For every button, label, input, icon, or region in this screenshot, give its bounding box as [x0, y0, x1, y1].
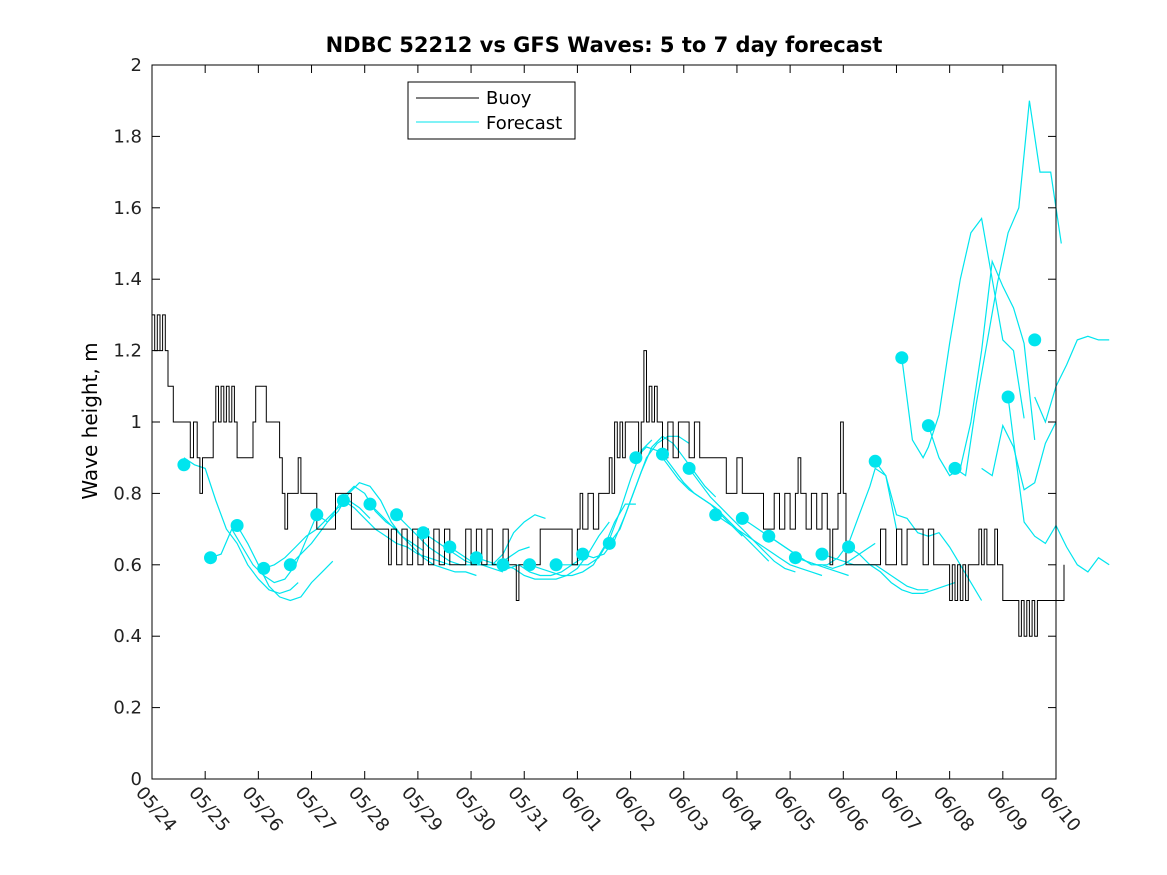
- forecast-run-line: [662, 453, 770, 562]
- x-tick-label: 05/25: [184, 783, 233, 836]
- x-tick-label: 06/01: [557, 783, 606, 836]
- forecast-marker: [257, 561, 271, 575]
- forecast-marker: [283, 558, 297, 572]
- forecast-run-line: [236, 525, 334, 602]
- forecast-marker: [523, 558, 537, 572]
- forecast-run-line: [927, 259, 1036, 477]
- forecast-markers: [177, 333, 1042, 575]
- x-tick-label: 06/04: [716, 783, 765, 836]
- forecast-marker: [363, 497, 377, 511]
- x-tick-label: 05/31: [503, 783, 552, 836]
- legend-box: [407, 81, 576, 140]
- x-tick-label: 05/24: [131, 783, 180, 836]
- forecast-marker: [204, 551, 217, 565]
- y-tick-label: 0.4: [113, 626, 142, 647]
- legend-forecast-label: Forecast: [486, 113, 562, 134]
- plot-area: [151, 64, 1110, 780]
- x-tick-label: 05/28: [344, 783, 393, 836]
- legend: Buoy Forecast: [407, 81, 576, 140]
- legend-buoy-label: Buoy: [486, 88, 532, 109]
- x-tick-label: 06/05: [769, 783, 818, 836]
- forecast-run-line: [183, 457, 299, 595]
- chart-title: NDBC 52212 vs GFS Waves: 5 to 7 day fore…: [326, 33, 883, 57]
- forecast-run-line: [316, 482, 424, 551]
- forecast-marker: [336, 494, 350, 507]
- forecast-marker: [895, 351, 909, 365]
- forecast-marker: [921, 419, 935, 433]
- forecast-marker: [469, 551, 483, 565]
- y-tick-label: 1.4: [113, 269, 142, 290]
- forecast-marker: [629, 451, 643, 465]
- plot-background: [152, 65, 1056, 779]
- forecast-marker: [177, 458, 191, 472]
- forecast-run-line: [901, 217, 1025, 459]
- y-tick-label: 1.6: [113, 198, 142, 219]
- forecast-run-line: [635, 446, 743, 537]
- y-tick-label: 0: [131, 769, 142, 790]
- forecast-run-line: [502, 521, 610, 580]
- forecast-marker: [709, 508, 723, 522]
- forecast-marker: [868, 454, 882, 468]
- forecast-run-line: [848, 546, 956, 595]
- forecast-run-line: [715, 514, 823, 577]
- y-tick-label: 0.8: [113, 483, 142, 504]
- y-tick-label: 1.8: [113, 126, 142, 147]
- x-tick-label: 06/02: [610, 783, 659, 836]
- forecast-run-line: [954, 100, 1062, 477]
- y-tick-label: 0.6: [113, 555, 142, 576]
- x-tick-label: 06/07: [876, 783, 925, 836]
- y-tick-label: 2: [131, 55, 142, 76]
- forecast-marker: [1028, 333, 1042, 347]
- forecast-marker: [602, 536, 616, 550]
- y-tick-label: 0.2: [113, 698, 142, 719]
- forecast-run-line: [981, 421, 1057, 491]
- x-tick-label: 06/06: [822, 783, 871, 836]
- forecast-marker: [390, 508, 404, 522]
- forecast-marker: [230, 519, 244, 532]
- buoy-line: [152, 314, 1065, 637]
- forecast-marker: [656, 447, 669, 461]
- x-tick-label: 06/09: [982, 783, 1031, 836]
- x-tick-label: 05/27: [291, 783, 340, 836]
- forecast-marker: [788, 551, 802, 565]
- buoy-line-group: [152, 314, 1065, 637]
- x-tick-label: 06/08: [929, 783, 978, 836]
- y-tick-label: 1: [131, 412, 142, 433]
- forecast-marker: [443, 540, 457, 554]
- forecast-marker: [842, 540, 856, 554]
- forecast-marker: [1001, 390, 1015, 404]
- forecast-run-line: [1034, 335, 1110, 424]
- x-tick-label: 06/03: [663, 783, 712, 836]
- forecast-marker: [310, 508, 324, 522]
- x-tick-label: 05/29: [397, 783, 446, 836]
- forecast-marker: [815, 547, 829, 561]
- forecast-marker: [682, 461, 696, 475]
- x-tick-label: 05/30: [450, 783, 499, 836]
- forecast-marker: [576, 547, 590, 561]
- forecast-marker: [416, 526, 430, 540]
- x-tick-label: 05/26: [238, 783, 287, 836]
- forecast-marker: [735, 511, 749, 525]
- forecast-marker: [496, 558, 510, 572]
- y-axis-label: Wave height, m: [78, 342, 102, 499]
- y-tick-label: 1.2: [113, 341, 142, 362]
- x-tick-label: 06/10: [1035, 783, 1084, 836]
- forecast-marker: [762, 529, 776, 543]
- y-axis: 0 0.2 0.4 0.6 0.8 1 1.2 1.4 1.6 1.8 2: [113, 55, 1056, 790]
- forecast-run-line: [476, 557, 584, 577]
- forecast-marker: [549, 558, 563, 572]
- forecast-marker: [948, 461, 962, 475]
- forecast-run-line: [688, 468, 796, 573]
